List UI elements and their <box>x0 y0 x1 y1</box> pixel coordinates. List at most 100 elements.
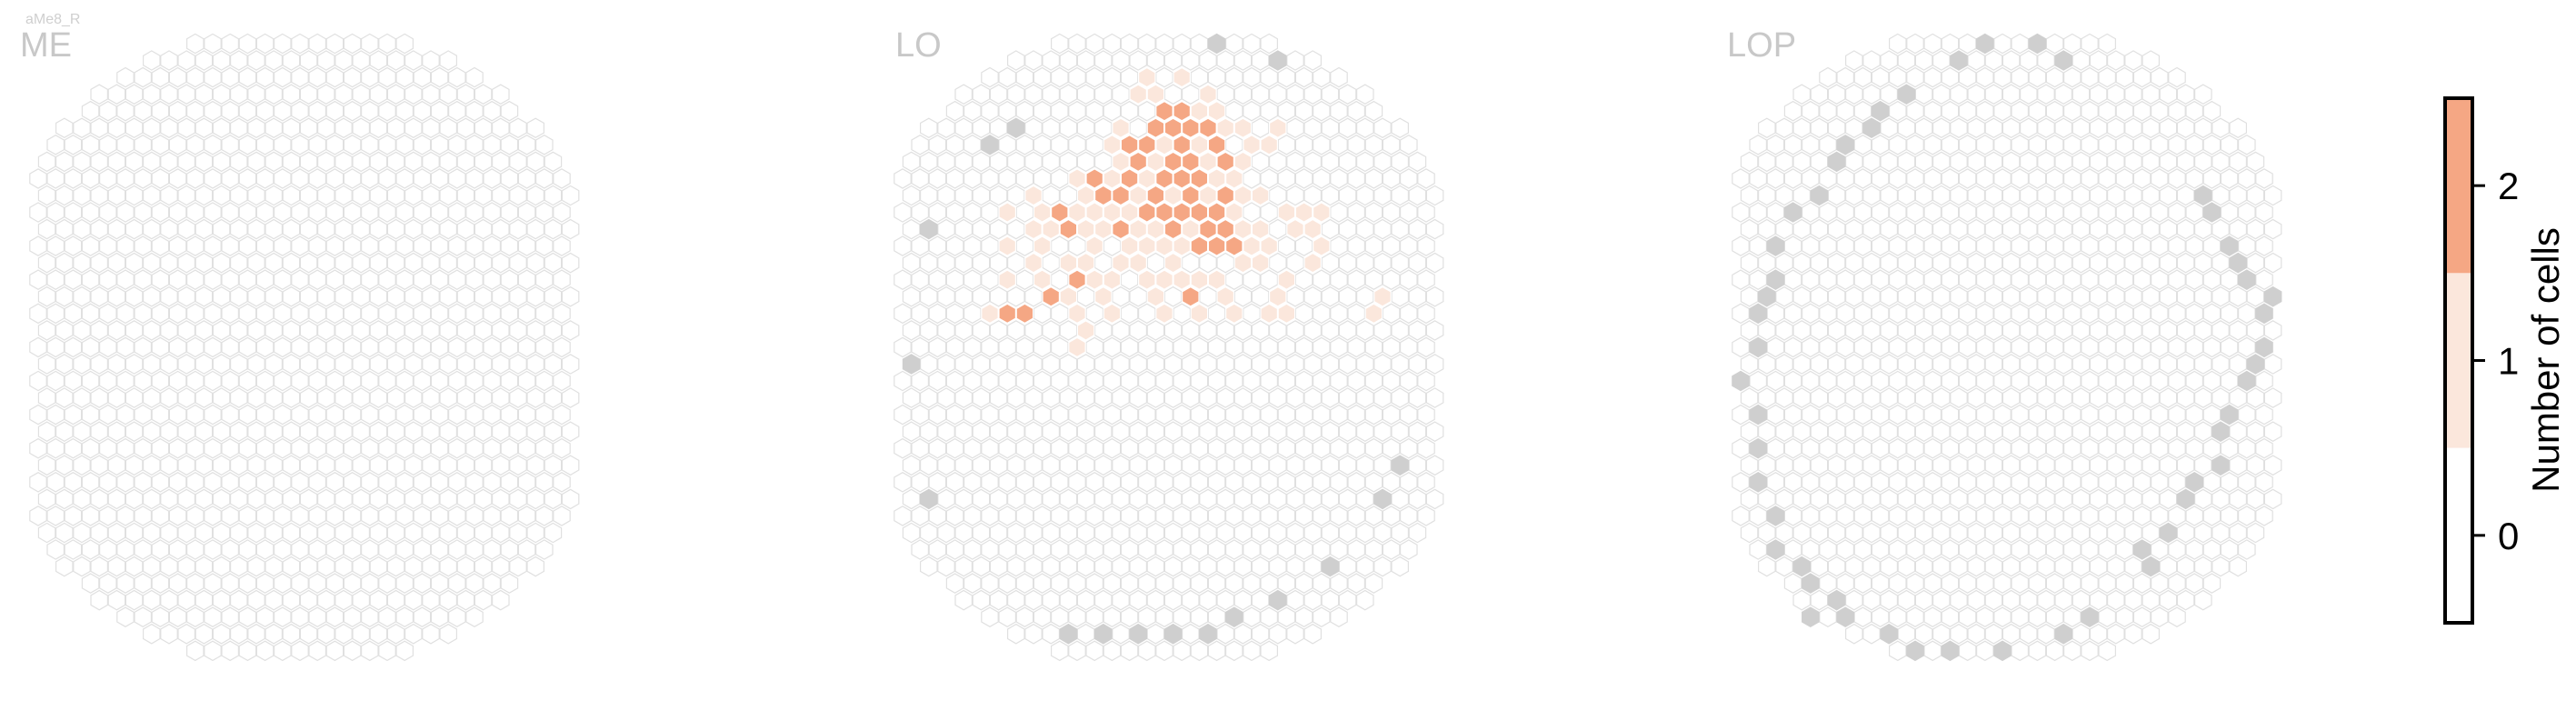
hex-cell <box>230 556 248 577</box>
hex-cell <box>1382 135 1401 155</box>
hex-cell <box>395 168 414 189</box>
hex-cell <box>1216 387 1235 408</box>
hex-cell <box>491 117 510 138</box>
hex-cell-count-2 <box>1216 151 1235 173</box>
hex-cell <box>73 387 91 408</box>
hex-cell-count-1 <box>1251 185 1270 206</box>
hex-cell <box>1347 235 1366 256</box>
hex-cell <box>265 522 283 544</box>
hex-cell <box>221 269 239 290</box>
hex-cell <box>1024 320 1043 341</box>
hex-cell <box>448 202 466 223</box>
hex-cell <box>1364 235 1383 256</box>
hex-cell <box>1399 303 1418 325</box>
hex-cell-edge <box>1757 285 1776 307</box>
hex-cell <box>2202 404 2222 426</box>
hex-cell <box>352 455 370 476</box>
hex-cell <box>2238 135 2256 155</box>
hex-cell <box>177 117 195 138</box>
hex-cell <box>1732 202 1750 223</box>
hex-cell <box>1321 185 1340 206</box>
hex-cell <box>37 252 56 274</box>
hex-cell <box>1163 354 1183 375</box>
hex-cell <box>2054 252 2072 274</box>
hex-cell <box>2194 320 2212 341</box>
hex-cell <box>168 135 187 155</box>
hex-cell <box>107 151 126 173</box>
hex-cell <box>1294 370 1313 392</box>
hex-cell <box>1880 252 1898 274</box>
hex-cell <box>116 573 135 594</box>
hex-cell <box>945 472 964 493</box>
hex-cell <box>221 472 239 493</box>
hex-cell <box>1277 66 1296 88</box>
hex-cell <box>1853 336 1872 358</box>
hex-cell <box>2212 354 2230 375</box>
hex-cell <box>265 50 283 71</box>
hex-cell <box>526 218 545 240</box>
hex-cell <box>500 303 519 325</box>
hex-cell <box>954 522 973 544</box>
hex-cell <box>1059 387 1078 408</box>
hex-cell <box>1224 33 1243 55</box>
hex-cell <box>116 506 135 526</box>
hex-cell <box>404 589 423 611</box>
hex-cell <box>1819 336 1837 358</box>
hex-cell <box>1897 556 1916 577</box>
hex-cell <box>274 539 292 560</box>
hex-cell-count-1 <box>1260 303 1279 325</box>
hex-cell-count-1 <box>1085 235 1104 256</box>
hex-cell <box>430 506 449 526</box>
hex-cell-count-1 <box>1042 218 1061 240</box>
hex-cell <box>125 320 144 341</box>
hex-cell <box>1233 320 1253 341</box>
hex-cell-count-2 <box>1093 185 1113 206</box>
hex-cell <box>544 218 563 240</box>
hex-cell <box>1853 437 1872 459</box>
hex-cell <box>1347 539 1366 560</box>
hex-cell <box>1391 151 1410 173</box>
hex-cell <box>2063 168 2082 189</box>
hex-cell <box>395 606 414 627</box>
hex-cell <box>1757 354 1776 375</box>
hex-cell <box>134 472 152 493</box>
hex-cell <box>1190 437 1209 459</box>
hex-cell <box>160 50 178 71</box>
hex-cell <box>1775 218 1793 240</box>
hex-cell <box>107 488 126 510</box>
hex-cell <box>2054 218 2072 240</box>
hex-cell <box>282 252 301 274</box>
hex-cell <box>2176 185 2195 206</box>
hex-cell <box>369 84 388 105</box>
hex-cell <box>143 218 161 240</box>
hex-cell <box>2202 100 2222 122</box>
hex-cell <box>64 135 83 155</box>
hex-cell <box>37 354 56 375</box>
hex-cell <box>1243 472 1261 493</box>
hex-cell <box>491 84 510 105</box>
hex-cell <box>1251 50 1270 71</box>
hex-cell <box>928 269 947 290</box>
hex-cell <box>238 202 257 223</box>
hex-cell <box>2072 185 2091 206</box>
hex-cell <box>561 285 580 307</box>
hex-cell <box>1976 235 1994 256</box>
hex-cell <box>37 185 56 206</box>
hex-cell <box>274 573 292 594</box>
hex-cell <box>73 320 91 341</box>
hex-cell <box>911 404 930 426</box>
hex-cell-count-2 <box>1173 135 1192 155</box>
hex-cell <box>361 100 379 122</box>
hex-cell <box>334 218 353 240</box>
hex-cell <box>2142 421 2160 442</box>
hex-cell <box>221 437 239 459</box>
hex-cell <box>274 472 292 493</box>
hex-cell <box>998 506 1017 526</box>
hex-cell <box>2089 522 2108 544</box>
hex-cell <box>1216 455 1235 476</box>
hex-cell <box>894 370 912 392</box>
hex-cell <box>186 640 205 662</box>
hex-cell <box>1417 336 1435 358</box>
hex-cell <box>204 303 222 325</box>
hex-cell <box>1338 556 1357 577</box>
